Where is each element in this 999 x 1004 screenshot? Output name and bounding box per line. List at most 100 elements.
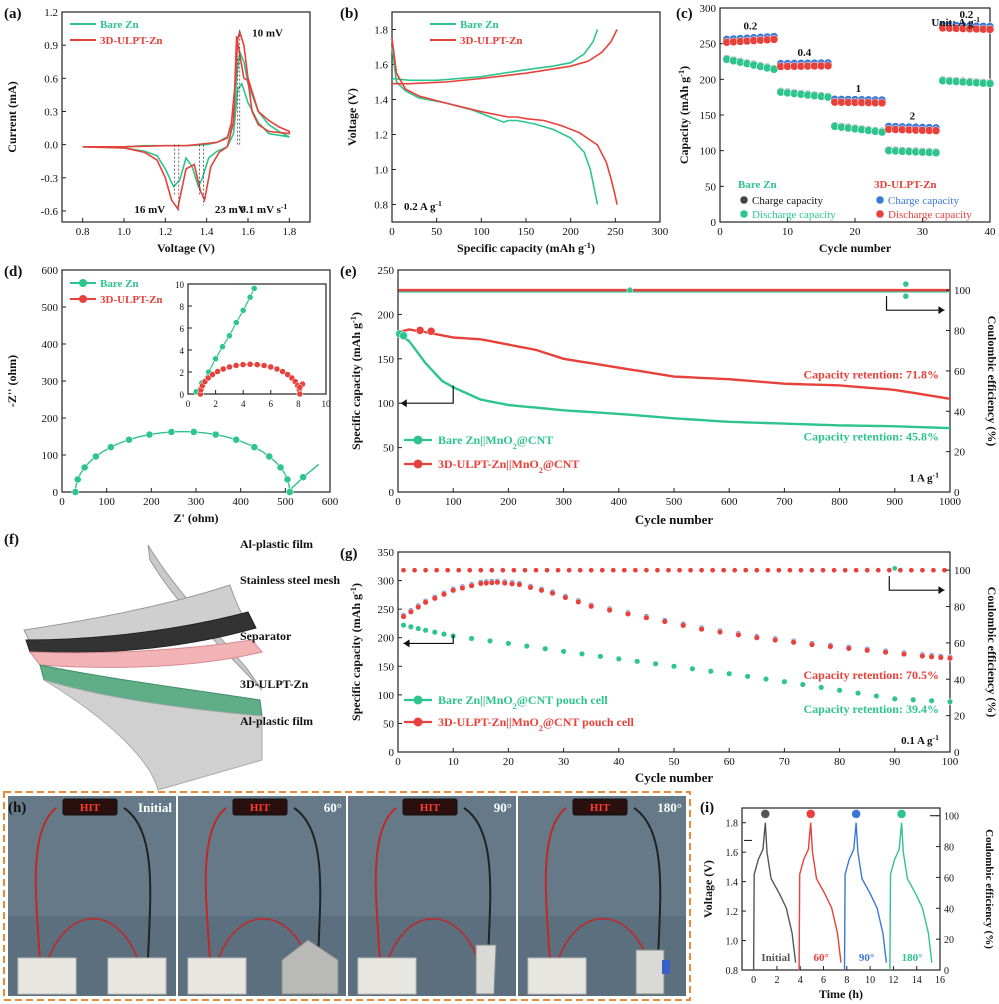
x-tick-label: 100 (473, 226, 490, 238)
ce-point (621, 567, 628, 574)
annotation: 0.2 A g-1 (404, 199, 442, 214)
pouch-cell (527, 957, 587, 995)
x-tick-label: 1.0 (117, 226, 131, 238)
x-tick-label: 700 (776, 496, 793, 508)
panel-label: (d) (4, 264, 22, 280)
ce-point (787, 567, 793, 574)
data-point (145, 430, 154, 439)
y-tick-label: 0.6 (44, 73, 58, 85)
x-tick-label: 100 (98, 496, 115, 508)
series-bare-zn (391, 46, 599, 205)
inset-point (233, 319, 240, 326)
data-point (71, 488, 80, 496)
x-tick-label: 10 (448, 756, 460, 768)
y-tick-label: 200 (378, 309, 395, 321)
y-tick-label: 250 (378, 604, 395, 616)
data-point-ulpt (400, 613, 407, 620)
data-point-ulpt (538, 587, 545, 594)
legend-label: 3D-ULPT-Zn (100, 294, 163, 306)
inset-point (284, 371, 291, 378)
x-tick-label: 70 (779, 756, 791, 768)
y-axis-title: Capacity (mAh g-1) (677, 66, 692, 164)
inset-point (267, 363, 274, 371)
ce-point (698, 567, 705, 574)
data-point-bare (946, 698, 954, 705)
data-point-ulpt (661, 618, 668, 625)
arrowhead (938, 586, 945, 595)
data-point-bare (486, 637, 494, 645)
legend-entry: 3D-ULPT-Zn||MnO2@CNT pouch cell (404, 715, 634, 733)
data-point-ulpt (407, 608, 414, 615)
data-point (190, 428, 198, 436)
y-tick-label: 200 (378, 633, 395, 645)
x-tick-label: 30 (917, 226, 929, 238)
wire-red (34, 807, 57, 961)
y-tick-label: 0 (389, 747, 395, 759)
inset-point (209, 371, 216, 378)
data-point-ulpt (459, 584, 466, 592)
x-tick-label: 8 (844, 975, 849, 986)
x-axis-title: Voltage (V) (157, 241, 215, 255)
x-tick-label: 250 (607, 226, 624, 238)
plot-frame (391, 11, 661, 223)
y-axis-title: Voltage (V) (701, 860, 715, 918)
legend-label: 3D-ULPT-Zn||MnO2@CNT pouch cell (438, 715, 634, 733)
annotation: 0.1 A g-1 (901, 733, 939, 748)
y-tick-label: 10 (175, 280, 185, 290)
data-point-bare (781, 678, 788, 685)
legend-label: 3D-ULPT-Zn (100, 35, 163, 47)
legend-label: Discharge capacity (888, 209, 972, 221)
data-point-bare (615, 655, 622, 662)
ce-point (731, 567, 738, 574)
voltage-curve (752, 822, 797, 971)
inset-point (219, 365, 227, 373)
ce-point (632, 567, 639, 574)
inset-point (214, 368, 221, 375)
x-tick-label: 400 (232, 496, 249, 508)
wire-black (633, 807, 662, 961)
data-point-ulpt (680, 622, 687, 629)
y-tick-label: -0.6 (41, 206, 59, 218)
ce-point (709, 567, 716, 574)
data-point-ulpt (827, 643, 834, 650)
data-point-ulpt (772, 636, 779, 644)
x-tick-label: 300 (188, 496, 205, 508)
ce-point (422, 567, 429, 574)
legend-marker (413, 435, 423, 445)
y2-tick-label: 0 (954, 747, 960, 759)
inset-point (279, 368, 286, 375)
legend-marker (79, 279, 87, 287)
series-3d-ulpt-zn (392, 29, 618, 85)
axis-arrow (885, 296, 945, 311)
pouch-cell (107, 957, 167, 995)
photo-caption: 180° (657, 800, 682, 815)
y-axis-title: Specific capacity (mAh g-1) (349, 583, 364, 721)
x-tick-label: 0 (751, 975, 756, 986)
y2-tick-label: 40 (954, 674, 966, 686)
y2-tick-label: 80 (954, 326, 966, 338)
x-tick-label: 40 (985, 226, 997, 238)
data-point-bare (689, 665, 696, 672)
layer-label: Al-plastic film (240, 537, 313, 551)
data-point-ulpt (864, 647, 871, 654)
wire-link (557, 918, 649, 961)
y-tick-label: 0.9 (44, 40, 58, 52)
wire-red (374, 807, 397, 961)
binder-clip (662, 960, 670, 974)
ce-point (820, 567, 826, 574)
x-tick-label: 6 (269, 399, 274, 409)
discharge-point-bare (985, 79, 995, 88)
ce-point (433, 567, 440, 574)
ce-point (720, 567, 727, 574)
ce-point (886, 567, 893, 574)
x-tick-label: 20 (850, 226, 862, 238)
legend-title: Bare Zn (738, 179, 777, 191)
photo-frame (3, 791, 691, 1001)
data-point-bare (505, 640, 512, 647)
legend-marker (413, 695, 423, 705)
rate-label: 0.2 (960, 9, 974, 21)
legend-label: Bare Zn||MnO2@CNT pouch cell (438, 693, 608, 711)
x-tick-label: 900 (887, 496, 904, 508)
data-point-ulpt (845, 645, 852, 652)
